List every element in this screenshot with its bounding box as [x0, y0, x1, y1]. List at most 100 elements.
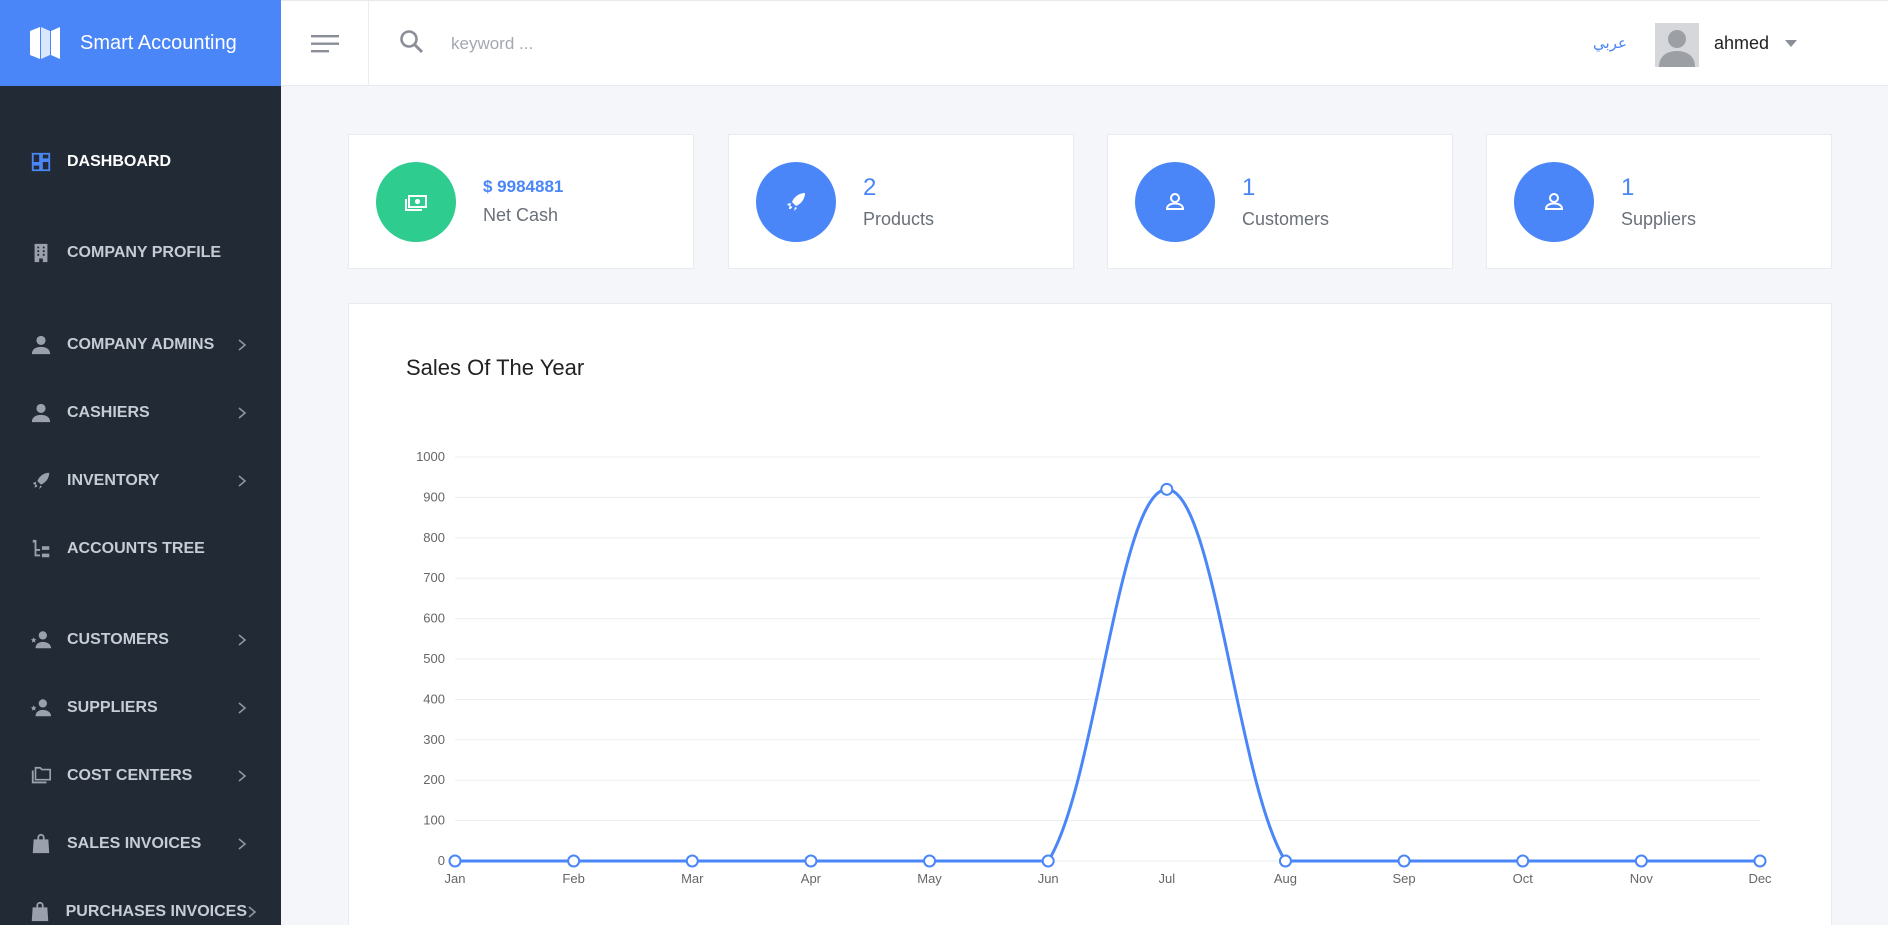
x-tick-label: Aug	[1274, 871, 1297, 886]
x-tick-label: Apr	[801, 871, 822, 886]
data-point[interactable]	[1634, 854, 1648, 868]
series-line	[454, 487, 1760, 863]
user-avatar-icon	[1655, 23, 1699, 67]
y-tick-label: 600	[423, 611, 445, 626]
sidebar-item-cashiers[interactable]: CASHIERS	[0, 391, 281, 435]
sidebar: DASHBOARD COMPANY PROFILE COMPANY ADMINS…	[0, 86, 281, 925]
customers-count: 1	[1242, 174, 1256, 201]
suppliers-count: 1	[1621, 174, 1635, 201]
sidebar-item-customers[interactable]: CUSTOMERS	[0, 618, 281, 662]
hamburger-icon	[310, 34, 339, 52]
sales-line-chart: 0 100 200 300 400 500 600 700 800 900 1000 Jan Feb Ma…	[416, 449, 1772, 886]
y-tick-label: 900	[423, 489, 445, 504]
sidebar-item-purchases-invoices[interactable]: PURCHASES INVOICES	[0, 890, 281, 925]
chevron-right-icon	[237, 634, 247, 646]
y-tick-label: 200	[423, 772, 445, 787]
brand-logo-icon	[28, 23, 62, 63]
chevron-right-icon	[237, 339, 247, 351]
sidebar-item-suppliers[interactable]: SUPPLIERS	[0, 686, 281, 730]
sidebar-item-company-admins[interactable]: COMPANY ADMINS	[0, 323, 281, 367]
sidebar-item-dashboard[interactable]: DASHBOARD	[0, 140, 281, 184]
sidebar-item-company-profile[interactable]: COMPANY PROFILE	[0, 231, 281, 275]
data-point[interactable]	[1753, 854, 1767, 868]
data-point[interactable]	[1160, 482, 1174, 496]
y-tick-label: 500	[423, 651, 445, 666]
y-tick-label: 700	[423, 570, 445, 585]
net-cash-value: $ 9984881	[483, 177, 564, 196]
folders-icon	[29, 764, 53, 788]
sidebar-item-label: COST CENTERS	[67, 767, 193, 784]
y-tick-label: 0	[438, 853, 445, 868]
data-point[interactable]	[1278, 854, 1292, 868]
sidebar-item-cost-centers[interactable]: COST CENTERS	[0, 754, 281, 798]
language-switch-link[interactable]: عربي	[1593, 34, 1627, 52]
products-label: Products	[863, 209, 935, 229]
x-tick-label: Jan	[445, 871, 466, 886]
chevron-right-icon	[247, 906, 257, 918]
stat-card-suppliers: 1 Suppliers	[1486, 134, 1832, 269]
data-point[interactable]	[1516, 854, 1530, 868]
search-input[interactable]	[451, 27, 951, 61]
user-icon	[1165, 193, 1185, 210]
person-icon	[29, 401, 53, 425]
sidebar-item-label: ACCOUNTS TREE	[67, 540, 205, 557]
username[interactable]: ahmed	[1714, 33, 1770, 53]
building-icon	[29, 241, 53, 265]
data-point[interactable]	[1397, 854, 1411, 868]
chevron-right-icon	[237, 702, 247, 714]
x-tick-label: Sep	[1393, 871, 1416, 886]
x-tick-label: May	[917, 871, 942, 886]
chevron-down-icon[interactable]	[1785, 40, 1797, 47]
search-icon[interactable]	[399, 29, 425, 55]
menu-toggle-button[interactable]	[281, 1, 369, 86]
chevron-right-icon	[237, 770, 247, 782]
sidebar-item-accounts-tree[interactable]: ACCOUNTS TREE	[0, 527, 281, 571]
x-tick-label: Feb	[562, 871, 584, 886]
person-icon	[29, 333, 53, 357]
avatar[interactable]	[1655, 23, 1699, 67]
sidebar-item-label: CASHIERS	[67, 404, 150, 421]
suppliers-label: Suppliers	[1621, 209, 1697, 229]
shopping-bag-icon	[29, 900, 52, 924]
sidebar-item-label: INVENTORY	[67, 472, 160, 489]
money-icon	[405, 195, 427, 211]
stat-card-customers: 1 Customers	[1107, 134, 1453, 269]
card-icon-circle	[1514, 162, 1594, 242]
sidebar-item-label: CUSTOMERS	[67, 631, 169, 648]
x-tick-label: Jun	[1038, 871, 1059, 886]
sales-chart-panel: Sales Of The Year 0 100 200 300 400 500 600 700…	[348, 303, 1832, 925]
y-tick-label: 800	[423, 530, 445, 545]
data-point[interactable]	[448, 854, 462, 868]
rocket-icon	[29, 469, 53, 493]
brand-title: Smart Accounting	[80, 31, 237, 54]
y-tick-label: 400	[423, 691, 445, 706]
card-icon-circle	[756, 162, 836, 242]
products-count: 2	[863, 174, 877, 201]
y-tick-label: 300	[423, 732, 445, 747]
sidebar-item-label: PURCHASES INVOICES	[65, 903, 247, 920]
sidebar-item-label: DASHBOARD	[67, 153, 171, 170]
y-tick-label: 100	[423, 813, 445, 828]
data-point[interactable]	[685, 854, 699, 868]
person-star-icon	[29, 696, 53, 720]
dashboard-icon	[29, 150, 53, 174]
sidebar-item-label: COMPANY PROFILE	[67, 244, 222, 261]
data-point[interactable]	[804, 854, 818, 868]
sidebar-item-sales-invoices[interactable]: SALES INVOICES	[0, 822, 281, 866]
chevron-right-icon	[237, 838, 247, 850]
rocket-icon	[787, 193, 805, 211]
y-tick-label: 1000	[416, 449, 445, 464]
brand[interactable]: Smart Accounting	[0, 0, 281, 86]
x-tick-label: Jul	[1159, 871, 1176, 886]
x-tick-label: Nov	[1630, 871, 1654, 886]
sidebar-item-label: SUPPLIERS	[67, 699, 158, 716]
data-point[interactable]	[1041, 854, 1055, 868]
x-tick-label: Dec	[1748, 871, 1772, 886]
data-point[interactable]	[923, 854, 937, 868]
sidebar-item-label: SALES INVOICES	[67, 835, 202, 852]
chevron-right-icon	[237, 475, 247, 487]
top-header: عربي ahmed	[281, 0, 1888, 86]
shopping-bag-icon	[29, 832, 53, 856]
data-point[interactable]	[567, 854, 581, 868]
sidebar-item-inventory[interactable]: INVENTORY	[0, 459, 281, 503]
